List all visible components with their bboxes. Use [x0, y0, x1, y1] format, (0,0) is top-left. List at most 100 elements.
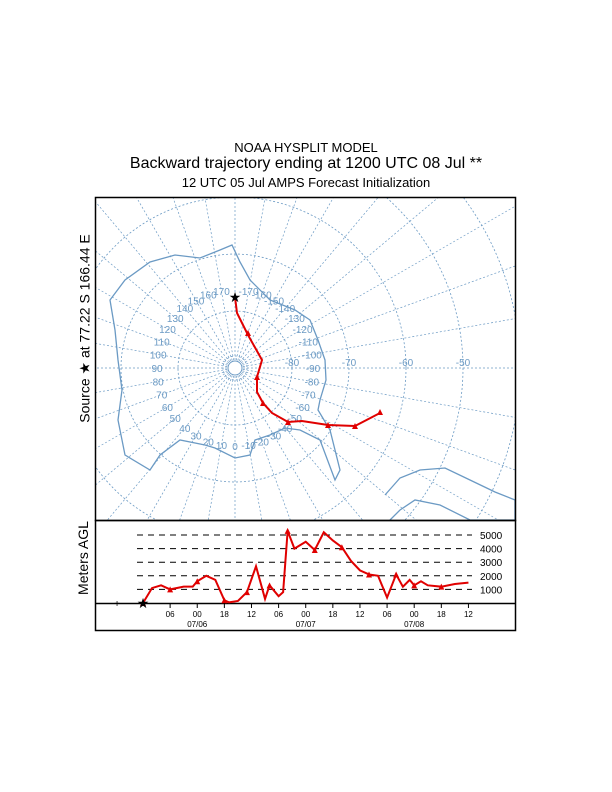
- date-label: 07/06: [187, 620, 208, 629]
- height-level-label: 3000: [480, 558, 503, 569]
- south-america-coastline: [384, 467, 515, 520]
- trajectory-marker: [352, 423, 358, 429]
- height-level-label: 1000: [480, 585, 503, 596]
- meridian-line: [172, 198, 233, 361]
- height-point-marker: [167, 586, 174, 593]
- time-tick-label: 12: [464, 610, 473, 619]
- height-point-marker: [140, 600, 146, 606]
- longitude-label: 50: [170, 414, 182, 425]
- height-panel-frame: [94, 519, 517, 632]
- trajectory-marker: [245, 330, 251, 336]
- longitude-label: 60: [162, 403, 174, 414]
- longitude-label: -140: [275, 304, 295, 315]
- longitude-label: 130: [167, 314, 184, 325]
- time-tick-label: 00: [410, 610, 419, 619]
- meridian-line: [146, 374, 232, 520]
- longitude-label: -50: [288, 414, 303, 425]
- meridian-line: [96, 317, 228, 366]
- meridian-line: [239, 198, 379, 363]
- meridian-line: [136, 198, 232, 362]
- longitude-label: -130: [285, 314, 305, 325]
- longitude-label: -170: [239, 287, 259, 298]
- longitude-label: 40: [179, 424, 191, 435]
- height-point-marker: [221, 597, 228, 604]
- meridian-line: [236, 375, 263, 520]
- meridian-line: [96, 371, 229, 449]
- trajectory-marker: [260, 400, 266, 406]
- date-label: 07/07: [296, 620, 317, 629]
- trajectory-title: Backward trajectory ending at 1200 UTC 0…: [129, 155, 483, 172]
- height-panel: 1000 2000 3000 4000 5000 ★ +06 00 18 12 06 00 18 12 06…: [114, 527, 503, 629]
- time-tick-label: 12: [247, 610, 256, 619]
- longitude-label: -30: [267, 432, 282, 443]
- longitude-label: -70: [301, 391, 316, 402]
- longitude-label: 0: [232, 442, 238, 453]
- trajectory-marker: [285, 419, 291, 425]
- initialization-subtitle: 12 UTC 05 Jul AMPS Forecast Initializati…: [181, 175, 431, 190]
- time-tick-label: 00: [301, 610, 310, 619]
- meridian-line: [239, 373, 364, 520]
- time-tick-label: 06: [166, 610, 175, 619]
- time-tick-label: 12: [356, 610, 365, 619]
- longitude-label: -160: [252, 291, 272, 302]
- longitude-label: -10: [241, 441, 256, 452]
- height-level-label: 2000: [480, 572, 503, 583]
- longitude-label: 20: [203, 437, 215, 448]
- longitude-label: 70: [156, 391, 168, 402]
- axis-marker: +: [114, 599, 120, 610]
- latitude-label: -70: [342, 358, 357, 369]
- meridian-line: [236, 198, 266, 361]
- trajectory-marker: [377, 409, 383, 415]
- longitude-label: -120: [293, 325, 313, 336]
- trajectory-marker: [254, 374, 260, 380]
- time-tick-label: 18: [328, 610, 337, 619]
- longitude-label: 170: [213, 287, 230, 298]
- meridian-line: [96, 250, 230, 364]
- longitude-label: 80: [153, 378, 165, 389]
- meridian-line: [96, 287, 229, 365]
- longitude-label: -60: [295, 403, 310, 414]
- height-point-marker: [366, 571, 372, 578]
- meridian-line: [241, 371, 499, 520]
- meridian-line: [179, 375, 233, 520]
- longitude-label: -40: [278, 424, 293, 435]
- meridian-line: [242, 265, 515, 366]
- height-point-marker: [284, 527, 291, 534]
- time-tick-label: 18: [437, 610, 446, 619]
- longitude-label: 150: [188, 296, 205, 307]
- meridian-line: [96, 369, 228, 393]
- longitude-label: 140: [177, 304, 194, 315]
- model-title: NOAA HYSPLIT MODEL: [234, 140, 378, 155]
- meridian-line: [241, 205, 515, 365]
- meridian-line: [96, 201, 231, 363]
- longitude-label: -20: [254, 437, 269, 448]
- height-point-marker: [411, 582, 418, 589]
- time-tick-label: 00: [193, 610, 202, 619]
- latitude-label: -60: [399, 358, 414, 369]
- height-point-marker: [393, 571, 400, 578]
- latitude-label: -80: [285, 358, 300, 369]
- time-tick-label: 06: [383, 610, 392, 619]
- longitude-label: -90: [306, 364, 321, 375]
- latitude-circle: [96, 198, 407, 520]
- meridian-line: [207, 375, 234, 520]
- longitude-label: -100: [302, 350, 322, 361]
- height-point-marker: [194, 578, 201, 585]
- height-series-line: [142, 530, 469, 604]
- meridian-line: [204, 198, 234, 361]
- height-level-label: 5000: [480, 531, 503, 542]
- meridian-line: [96, 370, 228, 419]
- longitude-label: -80: [305, 378, 320, 389]
- height-point-marker: [338, 544, 345, 551]
- longitude-label: 110: [154, 337, 170, 348]
- meridian-line: [238, 198, 334, 362]
- date-label: 07/08: [404, 620, 425, 629]
- height-point-marker: [266, 582, 273, 589]
- latitude-circle: [177, 310, 293, 426]
- trajectory-marker: [325, 422, 331, 428]
- longitude-label: 100: [150, 350, 167, 361]
- meridian-line: [238, 374, 324, 520]
- antarctica-coastline: [109, 244, 341, 482]
